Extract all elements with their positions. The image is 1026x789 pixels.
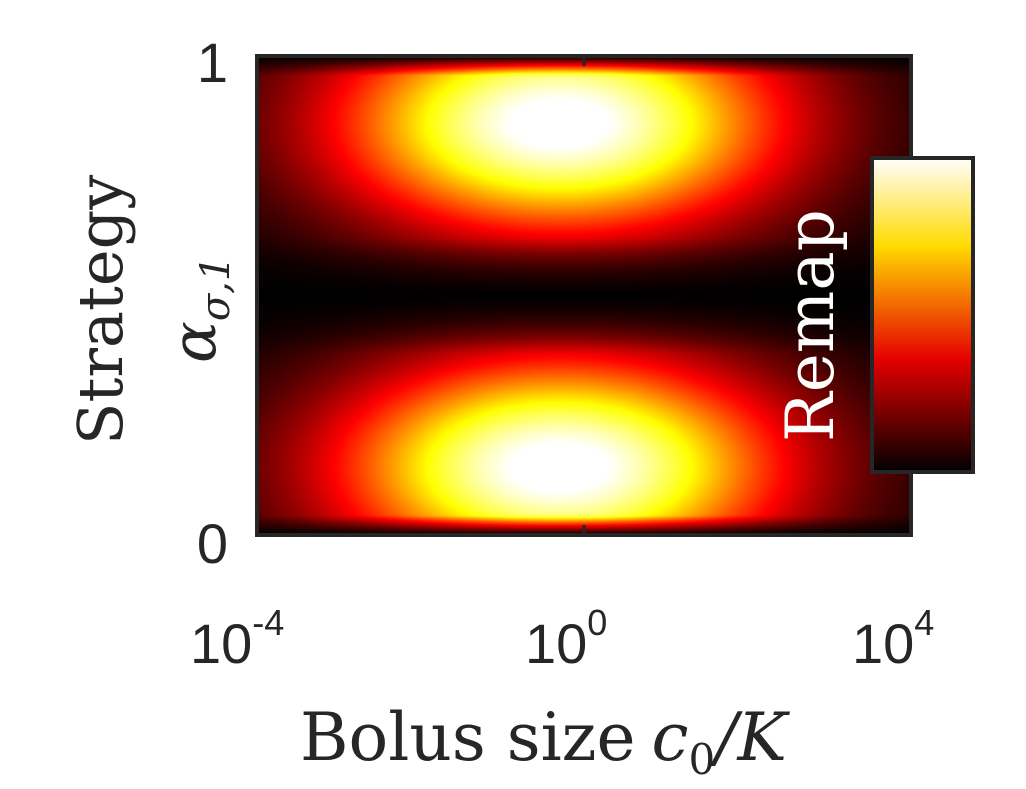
x-tick-label-max: 104	[852, 602, 934, 675]
colorbar-label: Remap	[772, 209, 849, 442]
y-axis-label: Strategy	[64, 175, 137, 445]
x-tick-label-mid: 100	[525, 602, 607, 675]
x-tick-label-min: 10-4	[190, 602, 284, 675]
x-axis-label: Bolus size c0/K	[300, 699, 790, 784]
y-tick-label-1: 1	[197, 31, 228, 94]
y-tick-label-0: 0	[197, 512, 228, 575]
y-axis-math-label: ασ,1	[157, 256, 239, 363]
colorbar	[870, 156, 975, 474]
heatmap-area	[257, 56, 911, 535]
